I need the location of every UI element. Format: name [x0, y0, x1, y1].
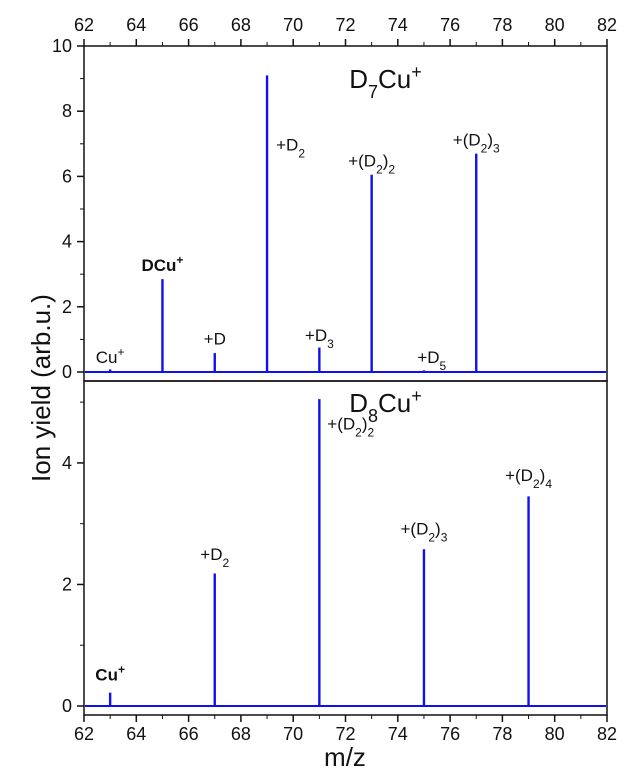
peak-annotation: +D [204, 329, 226, 348]
peak-annotation: +D5 [417, 348, 446, 373]
bottom-x-tick-label: 70 [283, 724, 303, 744]
panel-2: 0 2 4 D8Cu+ Cu+ +D2 +(D2)2 +(D2)3 +(D2)4 [62, 380, 608, 716]
peak-annotation: DCu+ [141, 253, 183, 275]
top-x-tick-label: 62 [74, 15, 94, 35]
bottom-x-tick-label: 80 [545, 724, 565, 744]
bottom-x-tick-label: 82 [597, 724, 617, 744]
bottom-x-tick-label: 76 [440, 724, 460, 744]
y-tick-label: 0 [62, 696, 72, 716]
peak-annotation: Cu+ [96, 345, 125, 367]
peak-annotation: +D2 [200, 545, 229, 570]
peak-annotation: +(D2)3 [453, 130, 500, 155]
peak-annotation: +(D2)2 [348, 152, 395, 177]
bottom-x-axis: 62 64 66 68 70 72 74 76 78 80 82 [74, 715, 617, 744]
top-x-tick-label: 70 [283, 15, 303, 35]
panel-title: D7Cu+ [349, 62, 422, 102]
top-x-tick-label: 74 [388, 15, 408, 35]
top-x-tick-label: 80 [545, 15, 565, 35]
top-x-tick-label: 72 [335, 15, 355, 35]
peak-annotation: +(D2)3 [400, 520, 447, 545]
x-axis-title: m/z [324, 742, 366, 772]
y-tick-label: 0 [62, 362, 72, 382]
peak-annotation: +(D2)2 [327, 415, 374, 440]
y-tick-label: 10 [52, 36, 72, 56]
y-tick-label: 4 [62, 453, 72, 473]
y-tick-label: 8 [62, 101, 72, 121]
top-x-tick-label: 78 [492, 15, 512, 35]
top-x-tick-label: 82 [597, 15, 617, 35]
y-tick-label: 2 [62, 574, 72, 594]
bottom-x-tick-label: 66 [179, 724, 199, 744]
peak-annotation: +D2 [276, 135, 305, 160]
top-x-tick-label: 68 [231, 15, 251, 35]
top-x-axis: 62 64 66 68 70 72 74 76 78 80 82 [74, 15, 617, 46]
bottom-x-tick-label: 62 [74, 724, 94, 744]
bottom-x-tick-label: 72 [335, 724, 355, 744]
y-tick-label: 6 [62, 166, 72, 186]
y-tick-label: 2 [62, 297, 72, 317]
peak-annotation: +D3 [305, 326, 334, 351]
bottom-x-tick-label: 74 [388, 724, 408, 744]
y-tick-label: 4 [62, 232, 72, 252]
panel-title: D8Cu+ [349, 386, 422, 426]
bottom-x-tick-label: 64 [126, 724, 146, 744]
panel-1: 0 2 4 6 8 10 D7Cu+ Cu+ DCu+ +D +D2 +D3 +(D2)2 +D5 +(D2… [52, 36, 608, 382]
panel-frame [83, 380, 608, 716]
y-axis-title: Ion yield (arb.u.) [26, 294, 56, 482]
bottom-x-tick-label: 78 [492, 724, 512, 744]
bottom-x-tick-label: 68 [231, 724, 251, 744]
peak-annotation: Cu+ [95, 662, 125, 684]
top-x-tick-label: 66 [179, 15, 199, 35]
peak-annotation: +(D2)4 [505, 466, 552, 491]
top-x-tick-label: 76 [440, 15, 460, 35]
top-x-tick-label: 64 [126, 15, 146, 35]
